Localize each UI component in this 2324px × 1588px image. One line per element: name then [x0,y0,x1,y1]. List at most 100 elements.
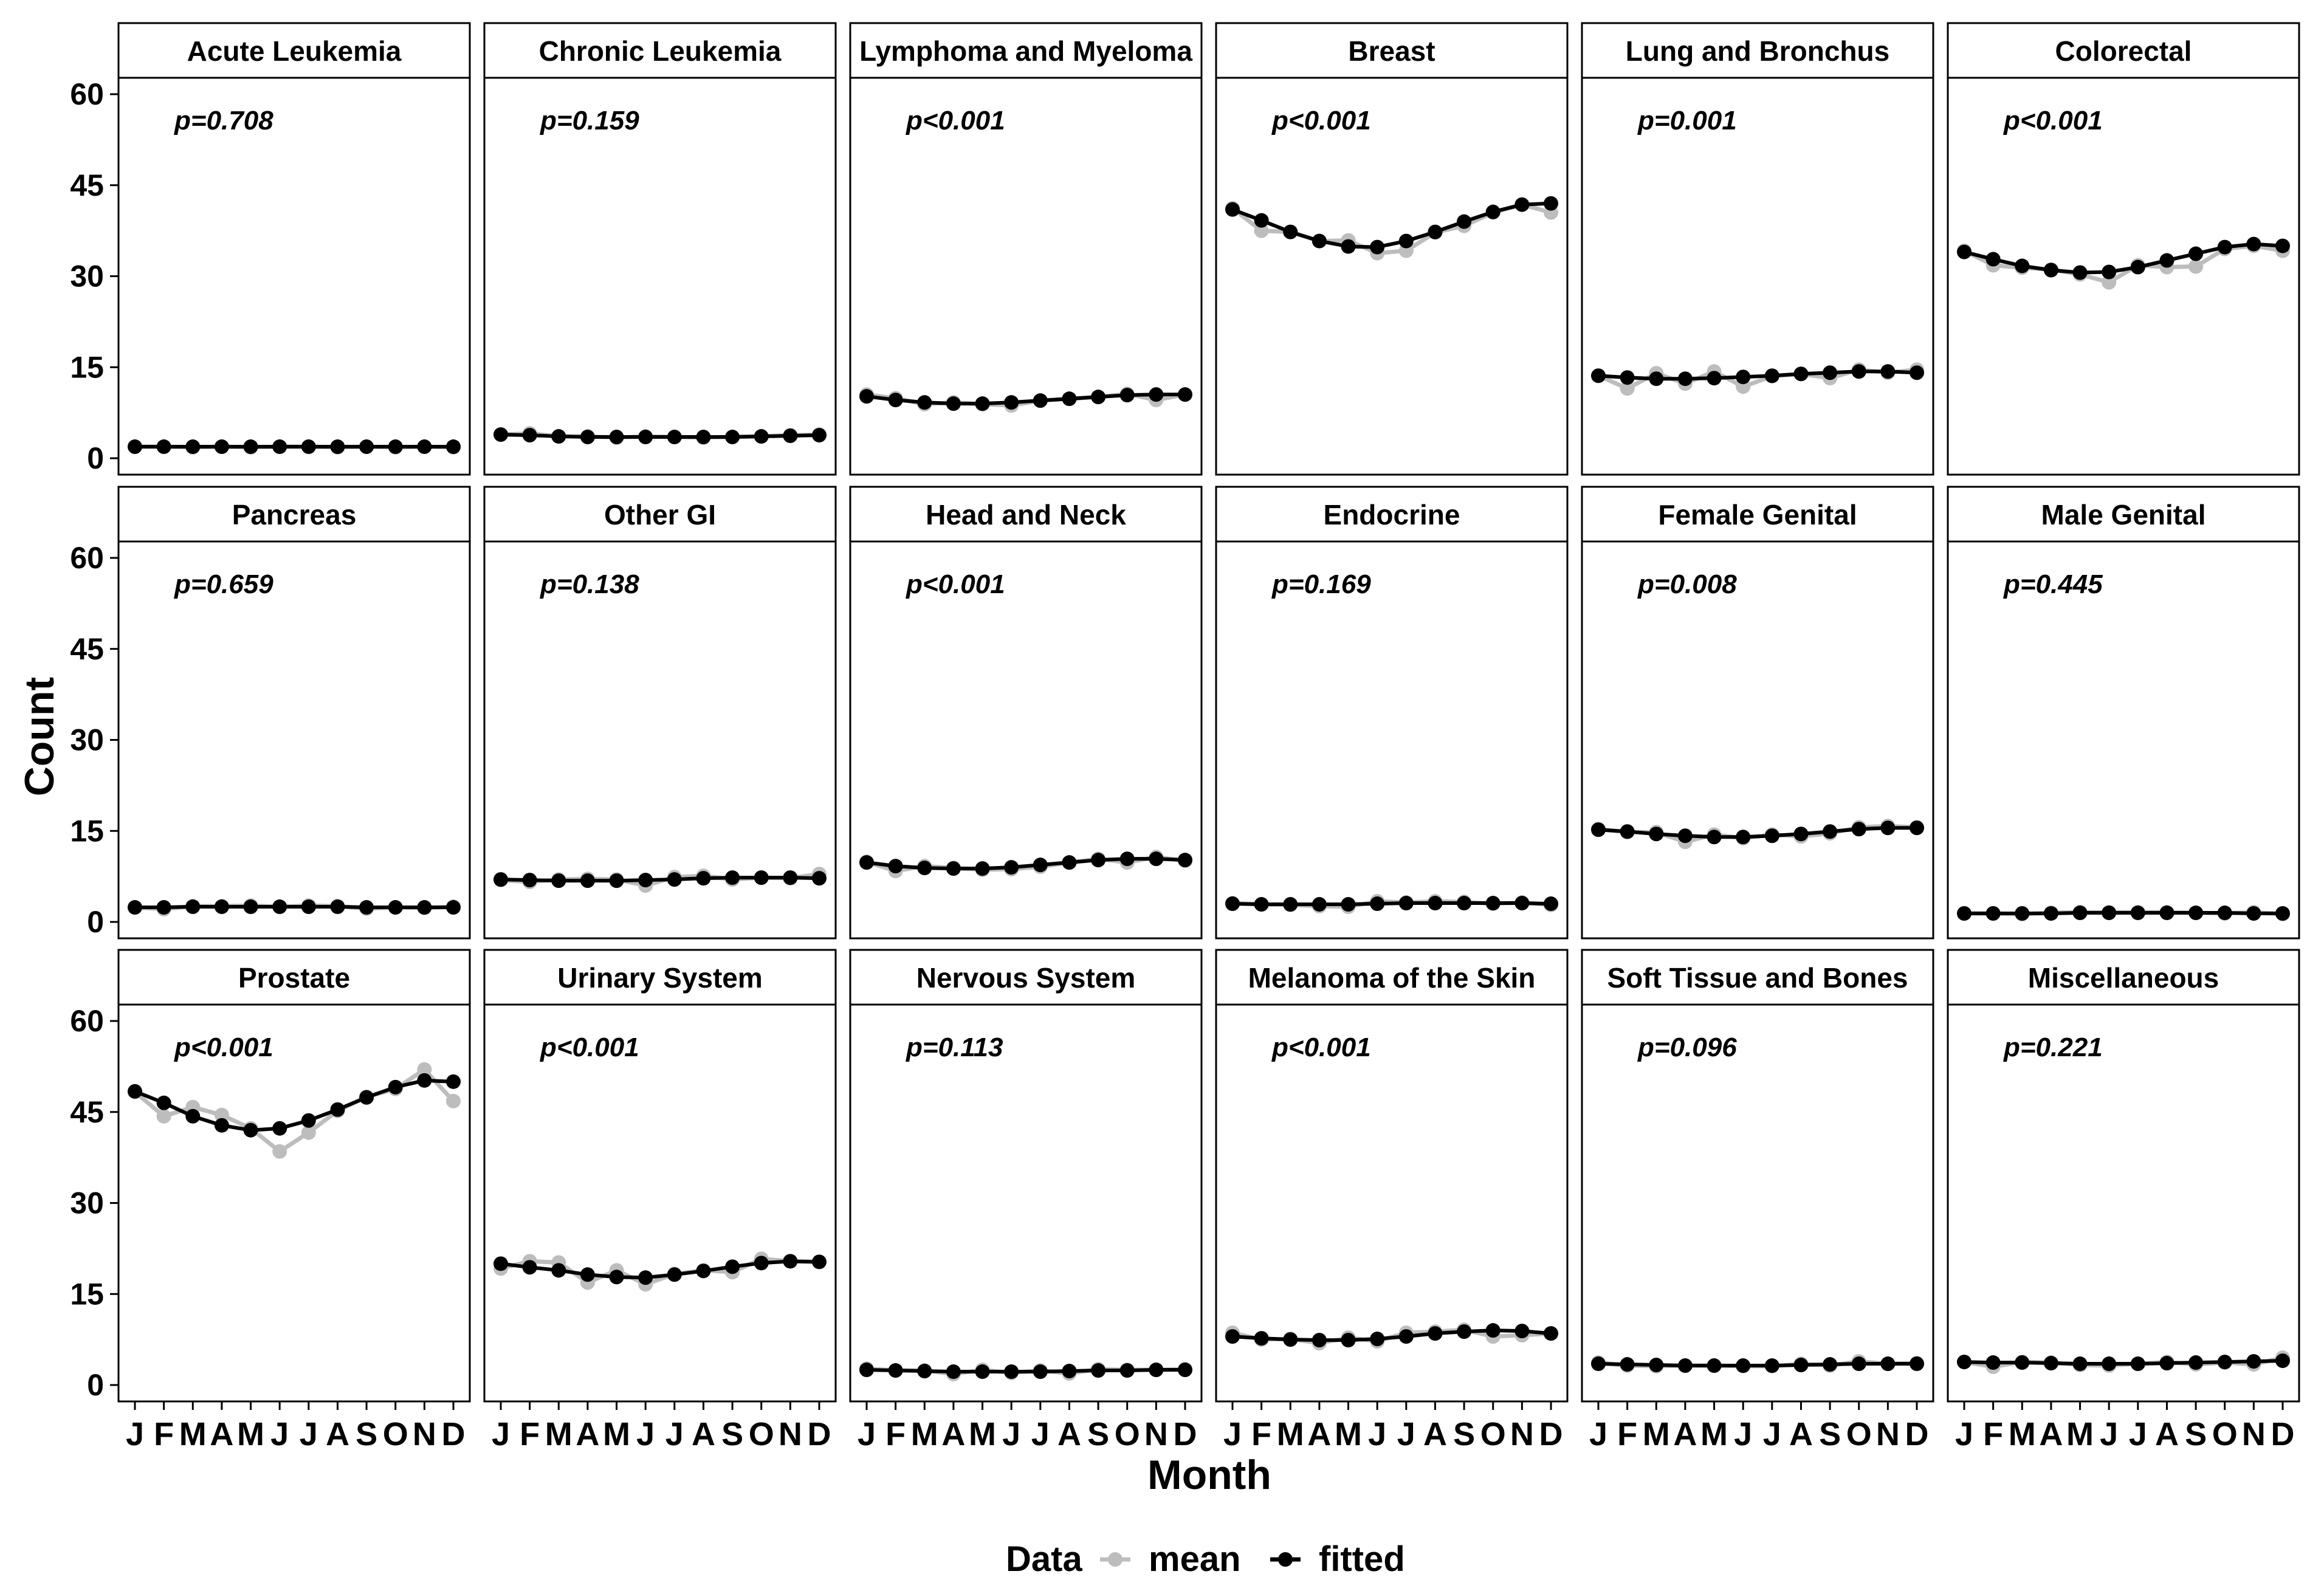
fitted-point [417,1073,432,1088]
fitted-point [859,389,874,404]
fitted-point [272,439,287,455]
fitted-point [812,428,827,443]
facet-title: Miscellaneous [2028,962,2219,994]
x-tick-label: J [636,1416,655,1452]
fitted-point [2015,906,2030,921]
mean-point [301,1125,316,1140]
facet-plot-area [849,540,1203,940]
x-tick-label: M [1277,1416,1304,1452]
fitted-point [1119,1363,1135,1378]
facet-title: Nervous System [916,962,1136,994]
p-value-label: p=0.221 [2003,1033,2103,1062]
p-value-label: p=0.001 [1637,106,1737,136]
fitted-point [1254,897,1269,912]
x-tick-label: N [413,1416,436,1452]
x-tick-label: J [1589,1416,1607,1452]
facet-panel: Urinary System p<0.001 [483,949,837,1403]
fitted-point [1033,858,1048,873]
x-tick-label: J [2129,1416,2147,1452]
fitted-point [1736,1358,1751,1373]
fitted-point [1428,1326,1443,1341]
facet-plot-area [1581,540,1934,940]
x-tick-label: N [1510,1416,1534,1452]
x-tick-label: J [126,1416,144,1452]
facet-plot-area [849,1003,1203,1403]
x-tick-label: D [442,1416,466,1452]
fitted-point [1823,1357,1838,1372]
y-tick-label: 45 [70,168,104,202]
fitted-point [1793,1358,1809,1373]
y-tick-label: 0 [87,1368,104,1402]
x-tick-label: S [2185,1416,2207,1452]
fitted-point [1149,387,1164,402]
facet-panel: Melanoma of the Skin p<0.001 [1215,949,1569,1403]
fitted-point [1225,1329,1240,1344]
facet-strip [117,22,471,79]
mean-point [156,1109,171,1124]
facet-panel: Nervous System p=0.113 [849,949,1203,1403]
legend-fitted-label: fitted [1319,1539,1405,1579]
fitted-point [812,871,827,886]
x-tick-label: M [603,1416,630,1452]
fitted-point [359,439,374,455]
fitted-point [1225,202,1240,217]
fitted-point [638,873,653,888]
fitted-point [551,1263,566,1278]
fitted-point [243,439,258,455]
fitted-point [783,870,798,885]
fitted-point [522,428,537,443]
x-tick-label: M [969,1416,996,1452]
fitted-point [1283,897,1298,912]
fitted-point [783,1254,798,1269]
fitted-point [359,1090,374,1105]
fitted-point [2246,906,2261,921]
fitted-point [2072,1356,2088,1372]
legend-entry-fitted: fitted [1270,1539,1405,1579]
x-tick-label: J [300,1416,318,1452]
legend: Data mean fitted [1006,1539,1405,1579]
legend-entry-mean: mean [1100,1539,1241,1579]
legend-fitted-marker [1278,1552,1293,1567]
fitted-point [1957,244,1972,260]
x-tick-label: J [665,1416,684,1452]
x-tick-label: S [1453,1416,1475,1452]
fitted-point [214,1118,229,1133]
x-tick-label: A [210,1416,233,1452]
fitted-point [1736,830,1751,845]
mean-point [2188,259,2204,274]
fitted-point [493,427,508,442]
fitted-point [1620,370,1635,385]
fitted-point [1823,824,1838,839]
p-value-label: p=0.096 [1637,1033,1737,1062]
x-tick-label: J [2100,1416,2118,1452]
y-tick-label: 15 [70,350,104,384]
facet-panel: Lung and Bronchus p=0.001 [1581,22,1934,476]
fitted-point [551,873,566,889]
p-value-label: p<0.001 [906,106,1005,136]
x-tick-label: J [1223,1416,1242,1452]
x-tick-label: M [911,1416,938,1452]
facet-strip [849,949,1203,1006]
y-tick-label: 0 [87,441,104,475]
fitted-point [917,395,932,410]
fitted-point [1910,820,1924,836]
fitted-point [2159,906,2174,921]
fitted-point [185,1109,201,1124]
mean-point [214,1107,229,1122]
fitted-point [272,1121,287,1136]
fitted-point [1091,853,1106,868]
fitted-point [2072,906,2088,921]
fitted-point [1620,1357,1635,1372]
fitted-point [2246,236,2261,252]
fitted-point [1254,1331,1269,1346]
fitted-point [522,873,537,888]
x-tick-label: M [545,1416,572,1452]
fitted-point [917,861,932,876]
facet-title: Head and Neck [926,499,1126,531]
fitted-point [1591,368,1606,383]
x-tick-label: O [383,1416,408,1452]
fitted-point [696,871,711,886]
x-tick-label: J [1397,1416,1415,1452]
fitted-point [2130,906,2145,921]
